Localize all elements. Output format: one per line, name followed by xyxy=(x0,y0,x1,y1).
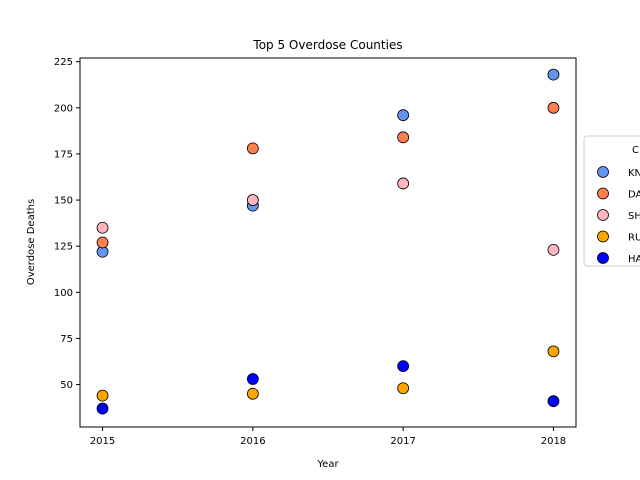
legend-items: KN DA SH RU HA xyxy=(597,166,640,265)
data-point-ru xyxy=(96,389,109,402)
x-axis-title: Year xyxy=(316,459,339,470)
data-point-ha xyxy=(547,395,560,408)
y-tick-label: 50 xyxy=(60,380,73,391)
legend-label: RU xyxy=(628,233,640,244)
data-point-ha xyxy=(246,373,259,385)
data-point-da xyxy=(246,142,259,155)
data-point-ru xyxy=(246,387,259,400)
legend-marker xyxy=(597,252,609,264)
y-tick-label: 125 xyxy=(54,242,73,253)
legend-marker xyxy=(597,187,609,200)
plot-frame xyxy=(79,57,577,428)
x-tick-label: 2016 xyxy=(240,436,265,447)
data-point-da xyxy=(547,101,560,114)
x-axis: 2015 2016 2017 2018 xyxy=(90,427,566,447)
data-point-sh xyxy=(547,243,560,256)
data-point-ha xyxy=(96,402,109,415)
y-tick-label: 225 xyxy=(54,57,73,68)
x-tick-label: 2017 xyxy=(390,436,415,447)
data-point-sh xyxy=(96,221,109,234)
data-point-sh xyxy=(397,177,410,190)
legend-label: KN xyxy=(628,168,640,179)
data-point-kn xyxy=(397,109,410,122)
legend-marker xyxy=(597,166,609,178)
data-point-da xyxy=(96,236,109,249)
data-points xyxy=(96,68,560,415)
legend-marker xyxy=(597,209,609,221)
y-tick-label: 175 xyxy=(54,149,73,160)
data-point-kn xyxy=(547,68,560,81)
y-tick-label: 100 xyxy=(54,288,73,299)
legend-label: DA xyxy=(628,190,640,201)
y-axis: 50 75 100 125 150 175 200 225 xyxy=(54,57,80,391)
legend-label: SH xyxy=(628,211,640,222)
chart-title: Top 5 Overdose Counties xyxy=(252,38,402,52)
legend-marker xyxy=(597,230,609,243)
y-tick-label: 150 xyxy=(54,196,73,207)
data-point-ha xyxy=(397,360,410,373)
data-point-da xyxy=(397,131,410,144)
y-tick-label: 75 xyxy=(60,334,73,345)
data-point-ru xyxy=(547,345,560,358)
y-tick-label: 200 xyxy=(54,103,73,114)
legend-title: C xyxy=(632,145,639,156)
data-point-ru xyxy=(397,382,410,395)
legend-label: HA xyxy=(628,254,640,265)
x-tick-label: 2015 xyxy=(90,436,115,447)
x-tick-label: 2018 xyxy=(541,436,566,447)
y-axis-title: Overdose Deaths xyxy=(26,199,37,285)
legend: C KN DA SH RU HA xyxy=(583,135,640,267)
data-point-sh xyxy=(246,194,259,206)
